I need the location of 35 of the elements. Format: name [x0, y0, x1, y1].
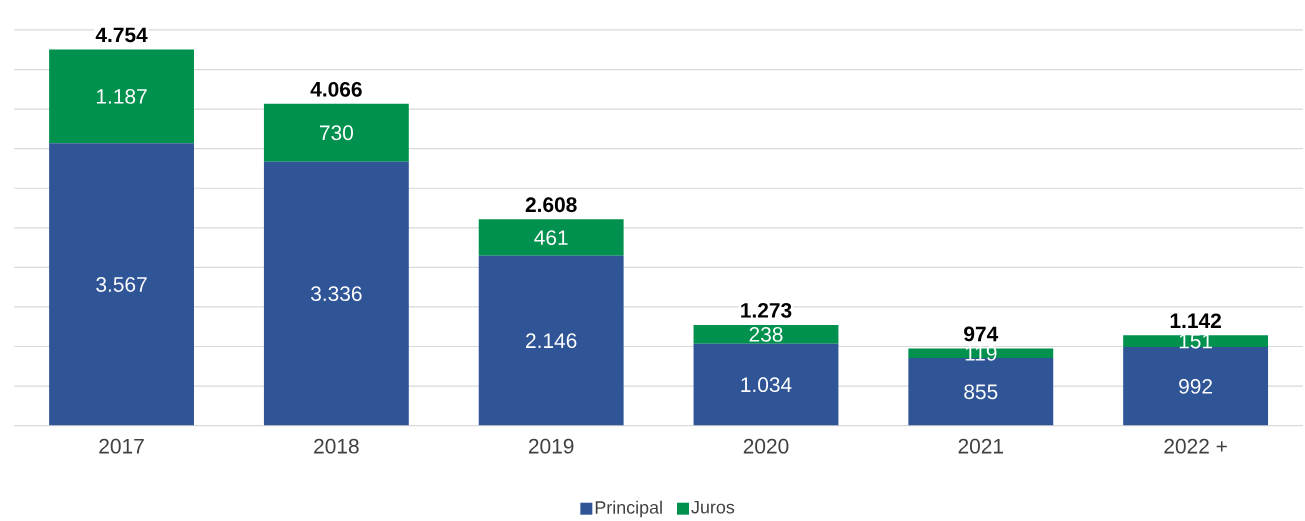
bar	[1123, 335, 1269, 348]
bar	[908, 348, 1054, 359]
data-label: 855	[964, 384, 998, 400]
bar	[478, 219, 624, 256]
x-tick-label: 2017	[99, 438, 144, 454]
x-tick-label: 2020	[743, 438, 789, 454]
total-label: 4.066	[310, 82, 362, 97]
bar	[693, 343, 839, 426]
total-label: 4.754	[95, 27, 148, 43]
data-label: 238	[749, 327, 783, 342]
data-label: 730	[320, 125, 353, 141]
bar	[1123, 347, 1269, 426]
data-label: 3.336	[311, 286, 362, 302]
x-tick-label: 2021	[958, 438, 1004, 454]
total-label: 1.273	[741, 303, 792, 318]
total-label: 2.608	[525, 197, 577, 213]
x-tick-label: 2019	[528, 438, 574, 454]
bar	[693, 325, 839, 344]
data-label: 3.567	[96, 277, 147, 293]
data-label: 1.187	[96, 89, 147, 104]
legend-label: Juros	[691, 501, 735, 514]
legend-label: Principal	[595, 500, 662, 518]
bar	[263, 161, 409, 426]
x-tick-label: 2018	[314, 438, 359, 454]
total-label: 1.142	[1170, 313, 1221, 329]
bar	[263, 104, 409, 162]
total-label: 974	[964, 326, 999, 342]
data-label: 1.034	[741, 377, 792, 393]
bar	[49, 143, 194, 426]
data-label: 461	[534, 230, 568, 246]
bar	[478, 255, 624, 426]
bar	[49, 49, 194, 144]
data-label: 2.146	[526, 333, 577, 349]
data-label: 992	[1179, 379, 1212, 394]
x-tick-label: 2022 +	[1164, 438, 1227, 454]
